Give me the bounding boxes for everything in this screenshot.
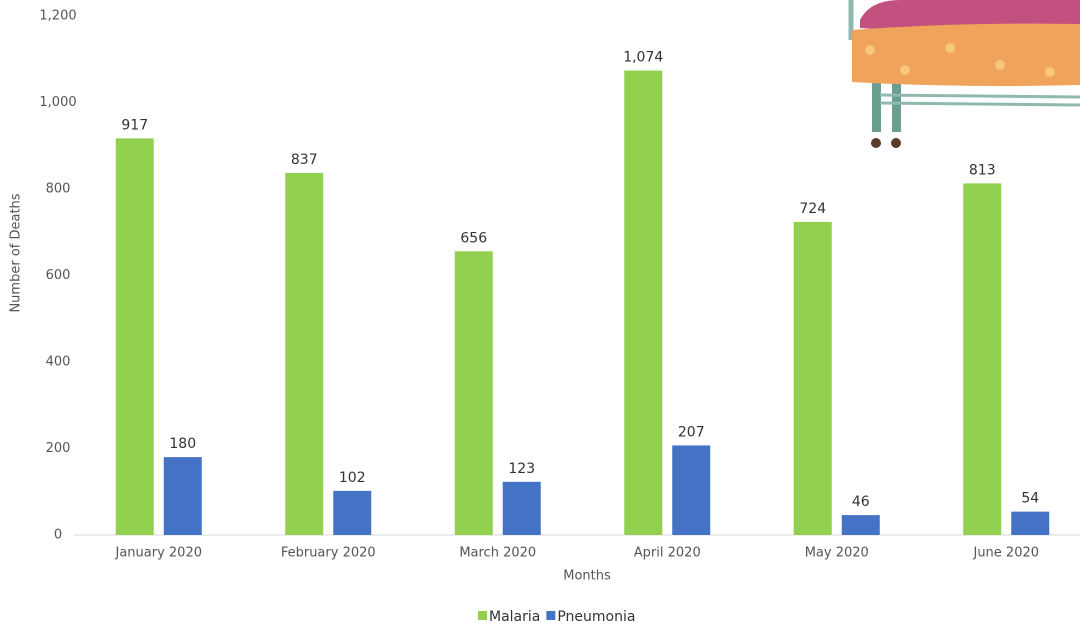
bar [163,457,202,535]
y-tick-label: 200 [46,441,71,456]
bar [285,172,324,535]
legend-label: Pneumonia [557,609,635,625]
bar [454,251,493,535]
y-tick-label: 0 [54,528,62,543]
bar [793,221,832,535]
value-label: 102 [339,470,366,486]
bar [963,183,1002,535]
y-tick-label: 600 [46,268,71,283]
illustration [848,0,1080,148]
legend-swatch [546,611,556,620]
y-tick-label: 400 [46,355,71,370]
x-tick-label: April 2020 [634,546,701,561]
value-label: 46 [852,494,870,510]
bar [841,515,880,535]
x-tick-label: March 2020 [459,546,536,561]
bar [624,70,663,536]
value-label: 917 [121,117,148,133]
value-label: 837 [291,152,318,168]
bar [333,490,372,535]
x-tick-label: May 2020 [805,546,869,561]
value-label: 656 [460,230,487,246]
legend-swatch [478,611,487,620]
bar [1011,511,1050,535]
value-label: 207 [678,424,705,440]
value-label: 1,074 [623,49,663,65]
value-label: 724 [799,201,826,217]
value-label: 180 [169,436,196,452]
y-tick-label: 800 [46,182,71,197]
x-tick-label: June 2020 [972,546,1039,561]
x-tick-label: January 2020 [115,546,203,561]
value-label: 123 [508,461,535,477]
bar [672,445,711,535]
legend-label: Malaria [489,609,540,625]
y-axis-label: Number of Deaths [9,193,24,312]
y-tick-label: 1,000 [39,95,76,110]
bar [502,481,541,535]
value-label: 54 [1021,491,1039,507]
bar [115,138,154,535]
value-label: 813 [969,162,996,178]
y-tick-label: 1,200 [39,9,76,24]
x-tick-label: February 2020 [281,546,376,561]
x-axis-label: Months [563,569,611,584]
